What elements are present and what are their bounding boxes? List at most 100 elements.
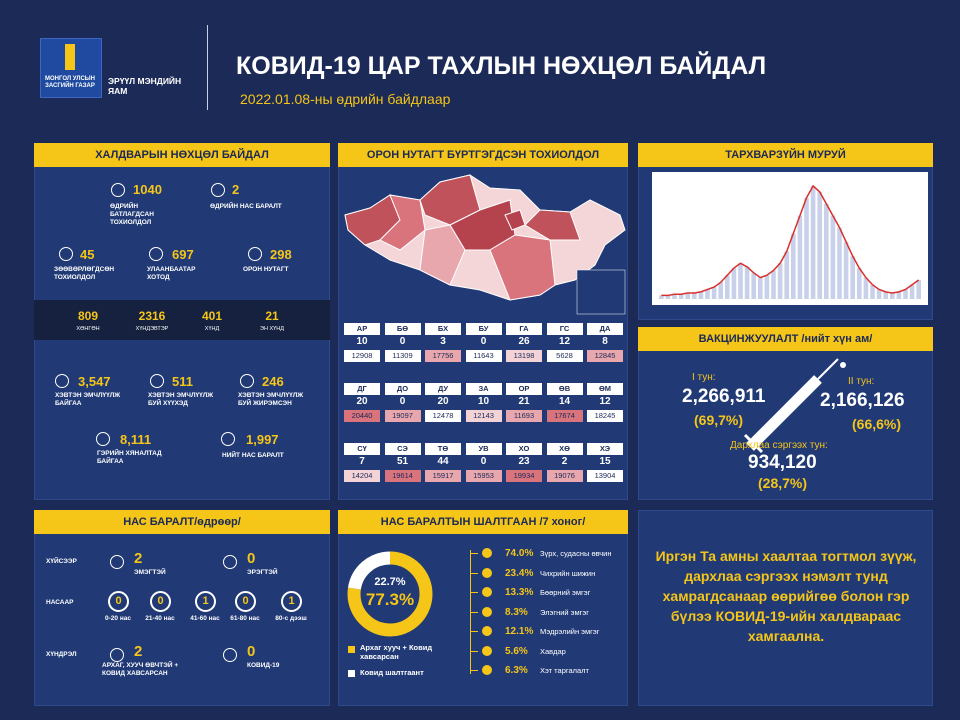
aimag-total: 12478: [425, 410, 461, 422]
aimag-code: БУ: [465, 323, 502, 335]
cause-value: 23.4%: [505, 567, 534, 579]
aimag-cases: 0: [480, 456, 487, 467]
aimag-code: ХО: [506, 443, 542, 455]
aimag-code: ӨВ: [546, 383, 583, 395]
severity-value: 809: [77, 309, 99, 323]
age-value: 0: [115, 595, 122, 607]
dose-value: 2,266,911: [682, 386, 766, 407]
aimag-code: ХЭ: [587, 443, 623, 455]
aimag-total: 19934: [506, 470, 542, 482]
stat-value: 298: [270, 247, 292, 262]
cause-label: Хэт таргалалт: [540, 666, 589, 675]
curve-bar: [672, 294, 677, 299]
age-value: 0: [242, 595, 249, 607]
age-circle: [281, 591, 302, 612]
age-label: 21-40 нас: [145, 615, 175, 622]
death-value: 2: [134, 550, 143, 567]
aimag-code: АР: [344, 323, 380, 335]
age-label: 61-80 нас: [230, 615, 260, 622]
cause-label: Бөөрний эмгэг: [540, 588, 591, 597]
aimag-total: 19097: [384, 410, 421, 422]
age-circle: [195, 591, 216, 612]
curve-bar: [678, 294, 684, 299]
severity-label: ХҮНД: [204, 326, 220, 332]
care-value: 246: [262, 374, 284, 389]
cause-icon: [482, 665, 492, 675]
stat-label: УЛААНБААТАР ХОТОД: [147, 266, 196, 281]
curve-bar: [711, 287, 717, 299]
curve-bar: [685, 293, 691, 299]
age-value: 1: [202, 595, 209, 607]
stat-label: ОРОН НУТАГТ: [243, 266, 289, 273]
aimag-cases: 2: [561, 456, 568, 467]
curve-bar: [870, 284, 875, 299]
cause-label: Мэдрэлийн эмгэг: [540, 627, 600, 636]
death-label: ЭРЭГТЭЙ: [247, 569, 278, 576]
title: КОВИД-19 ЦАР ТАХЛЫН НӨХЦӨЛ БАЙДАЛ: [236, 52, 767, 80]
cause-label: Элэгний эмгэг: [540, 607, 589, 617]
icon: [223, 555, 237, 569]
curve-bar: [731, 268, 737, 299]
curve-bar: [724, 275, 730, 299]
message-panel: [638, 510, 933, 706]
aimag-code: ЗА: [465, 383, 502, 395]
cause-label: Хавдар: [540, 646, 566, 656]
aimag-code: ХӨ: [546, 443, 583, 455]
cause-value: 6.3%: [505, 665, 528, 676]
curve-bar: [718, 282, 724, 299]
curve-bar: [797, 215, 803, 299]
aimag-total: 19076: [546, 470, 583, 482]
aimag-total: 17674: [546, 410, 583, 422]
age-circle: [108, 591, 129, 612]
aimag-code: БХ: [425, 323, 461, 335]
care-label: ГЭРИЙН ХЯНАЛТАД БАЙГАА: [97, 450, 162, 465]
age-circle: [150, 591, 171, 612]
aimag-code: ОР: [506, 383, 542, 395]
aimag-cases: 0: [480, 336, 487, 347]
death-value: 0: [247, 550, 256, 567]
curve-bar: [817, 191, 823, 299]
aimag-total: 11643: [465, 350, 502, 362]
icon: [110, 648, 124, 662]
care-value: 8,111: [120, 432, 152, 447]
death-label: КОВИД-19: [247, 662, 280, 669]
severity-value: 2316: [138, 309, 166, 323]
curve-bar: [698, 291, 704, 299]
cause-icon: [482, 626, 492, 636]
aimag-cases: 15: [599, 456, 611, 467]
aimag-total: 17756: [425, 350, 461, 362]
dose-share: (66,6%): [852, 416, 902, 432]
soyombo: [65, 44, 75, 70]
aimag-total: 19614: [384, 470, 421, 482]
curve-bar: [738, 263, 743, 299]
logo-text: МОНГОЛ УЛСЫН ЗАСГИЙН ГАЗАР: [45, 76, 95, 89]
curve-bar: [889, 293, 895, 299]
legend-label: Ковид шалтгаант: [360, 668, 424, 677]
cause-icon: [482, 587, 492, 597]
legend-swatch: [348, 670, 355, 677]
stat-value: 1040: [133, 182, 162, 197]
aimag-total: 20440: [344, 410, 380, 422]
bracket-tick: [470, 670, 478, 671]
aimag-total: 5628: [546, 350, 583, 362]
curve-bar: [837, 227, 842, 299]
deaths-panel: [34, 510, 330, 706]
aimag-code: БӨ: [384, 323, 421, 335]
donut-label: 22.7%: [374, 576, 406, 588]
curve-bar: [903, 289, 908, 299]
aimag-total: 11309: [384, 350, 421, 362]
aimag-cases: 3: [440, 336, 446, 347]
age-label: 0-20 нас: [105, 615, 131, 622]
curve-bar: [883, 291, 889, 299]
dose-value: 2,166,126: [820, 390, 905, 411]
ministry: ЭРҮҮЛ МЭНДИЙН ЯАМ: [108, 76, 182, 96]
age-circle: [235, 591, 256, 612]
icon: [59, 247, 73, 261]
aimag-total: 11693: [506, 410, 542, 422]
death-value: 0: [247, 643, 256, 660]
bracket-tick: [470, 631, 478, 632]
map-region: [419, 224, 466, 286]
cause-value: 74.0%: [505, 548, 534, 559]
vaccination-panel: [638, 327, 933, 500]
dose-label: Дархлаа сэргээх тун:: [730, 440, 828, 451]
